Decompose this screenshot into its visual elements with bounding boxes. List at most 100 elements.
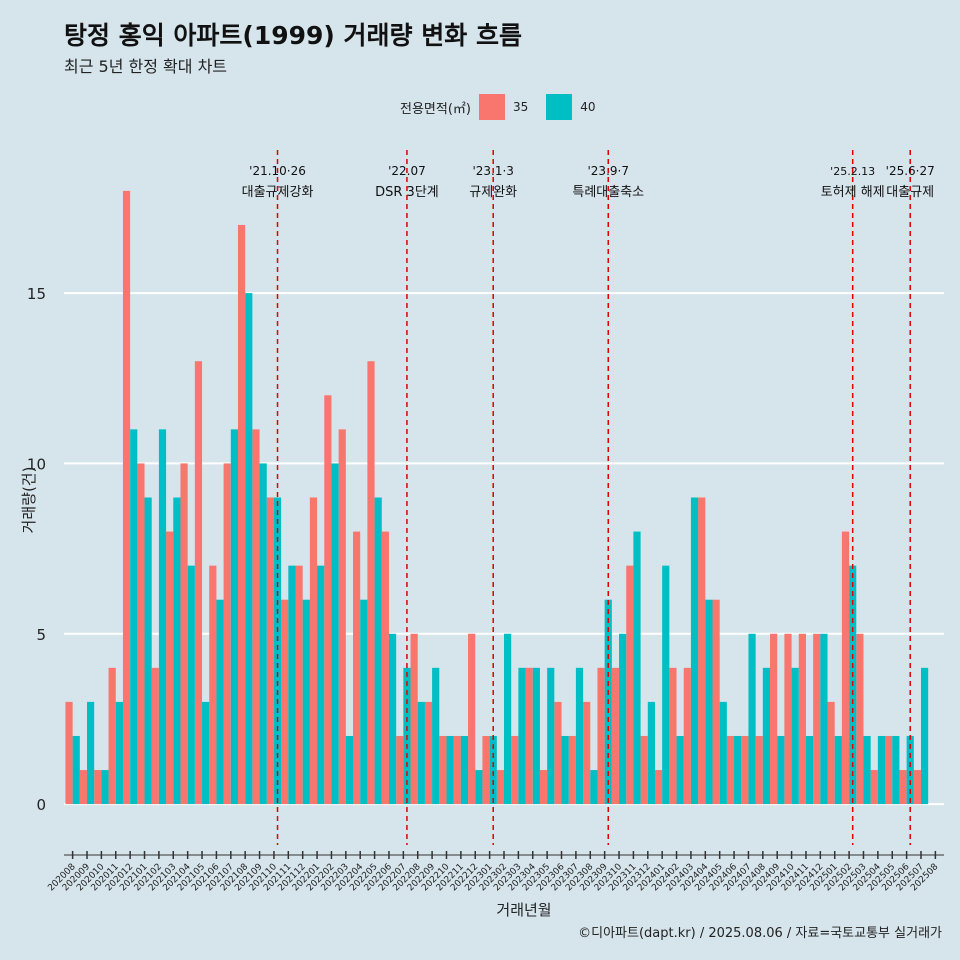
bar-35-202205	[367, 361, 375, 805]
bar-35-202505	[885, 735, 893, 805]
bar-40-202306	[561, 735, 569, 805]
bar-40-202301	[489, 735, 497, 805]
bar-40-202008	[72, 735, 80, 805]
y-tick-label: 15	[27, 285, 46, 303]
bar-35-202212	[468, 633, 476, 805]
legend-swatch-35	[478, 94, 505, 120]
bar-40-202112	[302, 599, 310, 805]
bar-40-202011	[115, 701, 123, 805]
bar-40-202102	[158, 429, 167, 805]
bar-35-202103	[166, 531, 174, 805]
bar-35-202202	[324, 395, 332, 805]
bar-40-202108	[245, 293, 253, 805]
event-text-label: 규제완화	[469, 185, 517, 200]
bar-35-202101	[137, 463, 145, 805]
event-text-label: DSR 3단계	[375, 185, 439, 200]
bar-35-202104	[180, 463, 188, 805]
bar-35-202306	[554, 701, 562, 805]
bar-35-202204	[353, 531, 361, 805]
bar-40-202103	[173, 497, 181, 805]
bar-35-202402	[669, 667, 677, 805]
bar-35-202401	[654, 770, 663, 805]
bar-40-202012	[130, 429, 138, 805]
bar-40-202109	[259, 463, 267, 805]
bar-40-202312	[647, 701, 655, 805]
bar-35-202305	[539, 770, 548, 805]
bar-35-202412	[813, 633, 821, 805]
bar-35-202408	[755, 735, 763, 805]
bar-40-202208	[417, 701, 425, 805]
bar-40-202412	[820, 633, 828, 805]
event-date-label: '21.10·26	[249, 164, 306, 178]
bar-40-202503	[863, 735, 871, 805]
legend-label-35: 35	[512, 100, 529, 114]
bar-35-202501	[827, 701, 835, 805]
bar-35-202011	[108, 667, 116, 805]
bar-40-202401	[662, 565, 670, 805]
bar-35-202105	[194, 361, 203, 805]
bar-40-202404	[705, 599, 713, 805]
legend: 전용면적(㎡) 35 40	[400, 94, 614, 120]
event-text-label: 특례대출축소	[572, 185, 644, 200]
y-axis-title: 거래량(건)	[20, 467, 38, 534]
event-date-label: '23.1·3	[472, 164, 513, 178]
bar-35-202310	[611, 667, 620, 805]
bar-35-202208	[410, 633, 418, 805]
bar-35-202302	[496, 770, 504, 805]
bar-40-202204	[360, 599, 368, 805]
event-date-label: '23.9·7	[588, 164, 629, 178]
bar-35-202112	[295, 565, 303, 805]
chart-title: 탕정 홍익 아파트(1999) 거래량 변화 흐름	[64, 21, 522, 50]
bar-35-202403	[683, 667, 691, 805]
bar-40-202303	[518, 667, 526, 805]
bar-40-202009	[87, 701, 95, 805]
bar-40-202506	[906, 735, 914, 805]
bar-40-202402	[676, 735, 684, 805]
event-date-label: '25.2.13	[830, 165, 875, 178]
y-tick-label: 10	[27, 455, 46, 473]
event-text-label: 대출규제강화	[242, 185, 314, 200]
bar-40-202504	[877, 735, 886, 805]
bar-35-202404	[698, 497, 706, 805]
bar-35-202012	[122, 190, 131, 805]
legend-swatch-40	[546, 94, 573, 120]
bar-35-202111	[281, 599, 289, 805]
bar-35-202506	[899, 770, 907, 805]
bar-35-202405	[712, 599, 720, 805]
bar-40-202408	[762, 667, 771, 805]
bar-35-202209	[424, 701, 433, 805]
bar-40-202110	[273, 497, 282, 805]
bar-40-202411	[805, 735, 814, 805]
bar-40-202311	[633, 531, 641, 805]
bar-35-202102	[151, 667, 159, 805]
bar-40-202203	[345, 735, 354, 805]
bar-40-202209	[432, 667, 440, 805]
bar-35-202109	[252, 429, 260, 805]
bar-40-202205	[374, 497, 382, 805]
bar-35-202303	[511, 735, 519, 805]
bar-40-202310	[619, 633, 627, 805]
bar-35-202203	[338, 429, 346, 805]
bar-35-202008	[65, 701, 73, 805]
bar-40-202010	[101, 770, 109, 805]
bar-40-202211	[460, 735, 469, 805]
bar-40-202501	[834, 735, 842, 805]
bar-40-202202	[331, 463, 339, 805]
bar-35-202108	[237, 224, 246, 805]
bar-35-202411	[798, 633, 806, 805]
event-text-label: 대출규제	[886, 185, 934, 200]
bar-40-202307	[575, 667, 584, 805]
event-text-label: 토허제 해제	[821, 185, 885, 200]
bar-35-202312	[640, 735, 648, 805]
chart-caption: ©디아파트(dapt.kr) / 2025.08.06 / 자료=국토교통부 실…	[578, 926, 942, 941]
y-tick-label: 5	[36, 626, 46, 644]
y-tick-label: 0	[36, 796, 46, 814]
event-date-label: '25.6·27	[886, 164, 935, 178]
bar-40-202212	[475, 770, 483, 805]
bar-35-202309	[597, 667, 605, 805]
bar-40-202201	[317, 565, 325, 805]
bar-35-202504	[870, 770, 878, 805]
chart-subtitle: 최근 5년 한정 확대 차트	[64, 57, 228, 76]
bar-35-202107	[223, 463, 231, 805]
